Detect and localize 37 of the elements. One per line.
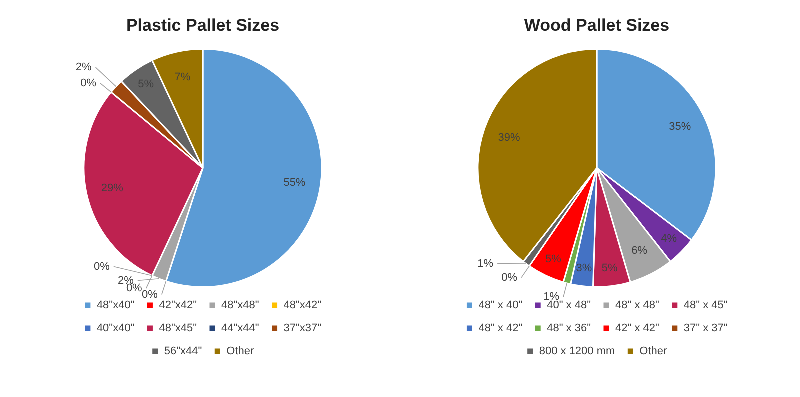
- legend-label: 42" x 42": [616, 322, 660, 335]
- data-label: 4%: [661, 233, 678, 246]
- chart-title: Plastic Pallet Sizes: [126, 16, 280, 35]
- text: 0%: [80, 77, 96, 90]
- legend-label: 48" x 36": [547, 322, 592, 335]
- data-label: 5%: [602, 262, 618, 275]
- data-label: 5%: [546, 254, 562, 266]
- data-label: 7%: [174, 72, 191, 84]
- legend-label: 48"x45": [159, 322, 198, 335]
- legend-label: 37"x37": [284, 322, 322, 335]
- text: 0%: [502, 272, 518, 284]
- data-label: 3%: [576, 262, 592, 275]
- legend-label: Other: [640, 346, 668, 358]
- legend-label: 48"x40": [96, 300, 135, 312]
- legend-label: 44"x44": [222, 322, 260, 335]
- chart-title: Wood Pallet Sizes: [524, 16, 670, 35]
- legend-label: 48"x48": [222, 300, 260, 312]
- legend-label: 48" x 42": [478, 322, 523, 335]
- data-label: 35%: [669, 120, 692, 133]
- legend-label: 40"x40": [96, 322, 135, 335]
- data-label: 1%: [478, 258, 494, 270]
- legend-label: 48" x 40": [478, 300, 523, 312]
- text: 0%: [94, 260, 110, 273]
- legend-label: 800 x 1200 mm: [539, 346, 616, 358]
- legend-label: 48" x 48": [616, 300, 660, 312]
- data-label: 2%: [76, 62, 92, 74]
- legend-label: 48" x 45": [684, 300, 728, 312]
- text: 0%: [142, 288, 158, 301]
- legend-label: 56"x44": [164, 346, 202, 358]
- data-label: 6%: [632, 244, 648, 257]
- data-label: 55%: [284, 176, 306, 189]
- legend-label: Other: [226, 346, 254, 358]
- legend-label: 37" x 37": [684, 322, 728, 335]
- legend-label: 42"x42": [159, 300, 198, 312]
- data-label: 39%: [498, 132, 520, 144]
- data-label: 29%: [101, 182, 124, 194]
- legend-label: 48"x42": [284, 300, 322, 312]
